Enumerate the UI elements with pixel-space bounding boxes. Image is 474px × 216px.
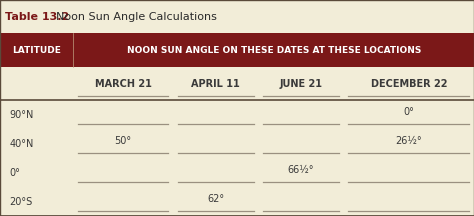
Text: 0°: 0° — [403, 107, 414, 117]
Text: 66½°: 66½° — [288, 165, 314, 175]
Bar — [0, 67, 474, 100]
Text: MARCH 21: MARCH 21 — [95, 79, 152, 89]
Text: 50°: 50° — [115, 136, 132, 146]
Text: 20°S: 20°S — [9, 197, 33, 206]
Text: Noon Sun Angle Calculations: Noon Sun Angle Calculations — [49, 12, 217, 22]
Text: JUNE 21: JUNE 21 — [280, 79, 322, 89]
Text: NOON SUN ANGLE ON THESE DATES AT THESE LOCATIONS: NOON SUN ANGLE ON THESE DATES AT THESE L… — [127, 46, 421, 55]
Text: Table 13.2: Table 13.2 — [5, 12, 69, 22]
Text: 40°N: 40°N — [9, 139, 34, 149]
Text: DECEMBER 22: DECEMBER 22 — [371, 79, 447, 89]
Text: 62°: 62° — [207, 194, 224, 204]
Text: LATITUDE: LATITUDE — [12, 46, 61, 55]
Text: 0°: 0° — [9, 168, 20, 178]
Text: 26½°: 26½° — [395, 136, 422, 146]
Text: 90°N: 90°N — [9, 110, 34, 120]
Text: APRIL 11: APRIL 11 — [191, 79, 240, 89]
Bar — [0, 33, 474, 67]
